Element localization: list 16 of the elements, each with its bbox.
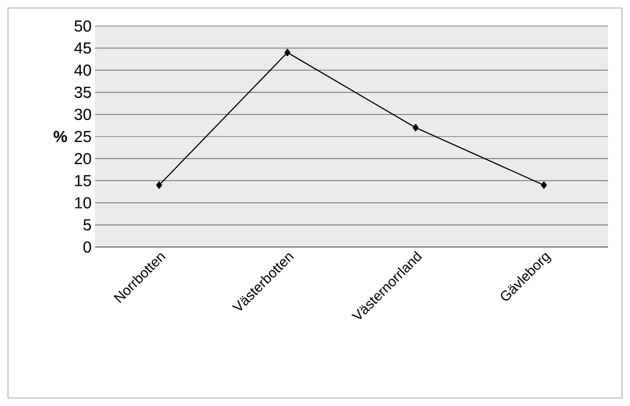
point bbox=[284, 48, 290, 56]
point bbox=[412, 124, 419, 132]
y-tick-label: 5 bbox=[83, 219, 92, 230]
y-tick-label: 20 bbox=[74, 152, 92, 164]
y-tick-label: 15 bbox=[75, 175, 92, 186]
y-tick-label: 40 bbox=[74, 64, 92, 76]
y-tick-label: 10 bbox=[75, 197, 92, 208]
y-axis-title: % bbox=[54, 130, 68, 142]
point bbox=[540, 181, 547, 189]
y-tick-label: 45 bbox=[74, 42, 92, 54]
point bbox=[156, 181, 162, 189]
y-tick-label: 35 bbox=[74, 86, 92, 98]
y-tick-label: 50 bbox=[74, 20, 92, 32]
y-tick-label: 25 bbox=[74, 130, 92, 142]
y-tick-label: 30 bbox=[74, 108, 92, 120]
y-tick-label: 0 bbox=[83, 241, 92, 253]
